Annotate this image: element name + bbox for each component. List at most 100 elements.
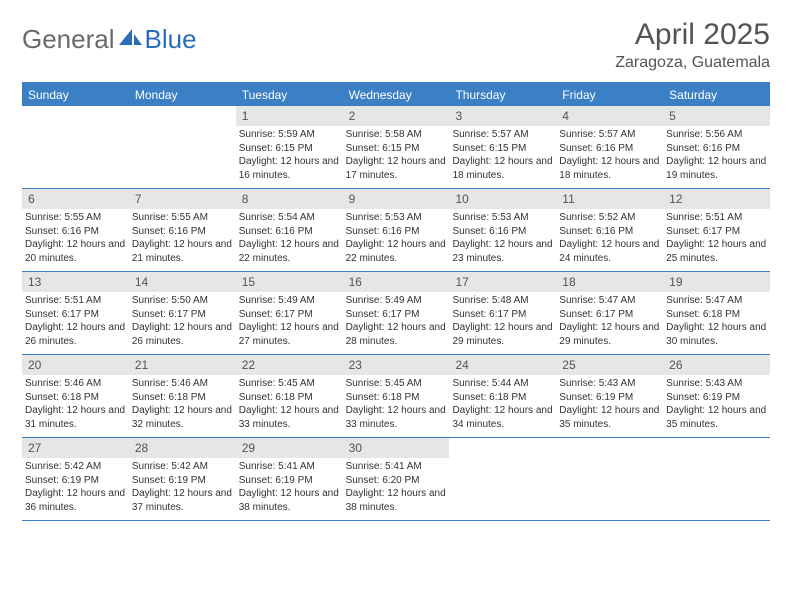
weekday-header: Thursday bbox=[449, 84, 556, 106]
weekday-header: Saturday bbox=[663, 84, 770, 106]
day-number: 22 bbox=[236, 355, 343, 375]
day-cell: 24Sunrise: 5:44 AMSunset: 6:18 PMDayligh… bbox=[449, 355, 556, 437]
daylight-text: Daylight: 12 hours and 31 minutes. bbox=[25, 404, 126, 431]
sunrise-text: Sunrise: 5:42 AM bbox=[132, 460, 233, 474]
daylight-text: Daylight: 12 hours and 29 minutes. bbox=[452, 321, 553, 348]
sunset-text: Sunset: 6:16 PM bbox=[239, 225, 340, 239]
sunrise-text: Sunrise: 5:55 AM bbox=[132, 211, 233, 225]
day-cell bbox=[129, 106, 236, 188]
logo-text-2: Blue bbox=[145, 24, 197, 55]
sunrise-text: Sunrise: 5:53 AM bbox=[452, 211, 553, 225]
day-body: Sunrise: 5:51 AMSunset: 6:17 PMDaylight:… bbox=[663, 209, 770, 269]
sunset-text: Sunset: 6:18 PM bbox=[239, 391, 340, 405]
sunset-text: Sunset: 6:18 PM bbox=[666, 308, 767, 322]
sunrise-text: Sunrise: 5:45 AM bbox=[239, 377, 340, 391]
daylight-text: Daylight: 12 hours and 29 minutes. bbox=[559, 321, 660, 348]
daylight-text: Daylight: 12 hours and 22 minutes. bbox=[239, 238, 340, 265]
day-cell: 9Sunrise: 5:53 AMSunset: 6:16 PMDaylight… bbox=[343, 189, 450, 271]
sunrise-text: Sunrise: 5:57 AM bbox=[559, 128, 660, 142]
day-number: 12 bbox=[663, 189, 770, 209]
sunset-text: Sunset: 6:19 PM bbox=[666, 391, 767, 405]
sunrise-text: Sunrise: 5:43 AM bbox=[559, 377, 660, 391]
day-cell: 2Sunrise: 5:58 AMSunset: 6:15 PMDaylight… bbox=[343, 106, 450, 188]
day-number: 27 bbox=[22, 438, 129, 458]
daylight-text: Daylight: 12 hours and 22 minutes. bbox=[346, 238, 447, 265]
daylight-text: Daylight: 12 hours and 23 minutes. bbox=[452, 238, 553, 265]
week-row: 20Sunrise: 5:46 AMSunset: 6:18 PMDayligh… bbox=[22, 355, 770, 438]
day-cell: 17Sunrise: 5:48 AMSunset: 6:17 PMDayligh… bbox=[449, 272, 556, 354]
day-number: 19 bbox=[663, 272, 770, 292]
sunrise-text: Sunrise: 5:45 AM bbox=[346, 377, 447, 391]
day-number: 10 bbox=[449, 189, 556, 209]
sunrise-text: Sunrise: 5:42 AM bbox=[25, 460, 126, 474]
sunset-text: Sunset: 6:18 PM bbox=[346, 391, 447, 405]
weekday-header: Wednesday bbox=[343, 84, 450, 106]
day-number: 8 bbox=[236, 189, 343, 209]
sunset-text: Sunset: 6:17 PM bbox=[132, 308, 233, 322]
day-cell: 27Sunrise: 5:42 AMSunset: 6:19 PMDayligh… bbox=[22, 438, 129, 520]
day-number: 13 bbox=[22, 272, 129, 292]
day-cell: 26Sunrise: 5:43 AMSunset: 6:19 PMDayligh… bbox=[663, 355, 770, 437]
header: General Blue April 2025 Zaragoza, Guatem… bbox=[22, 18, 770, 72]
day-body: Sunrise: 5:54 AMSunset: 6:16 PMDaylight:… bbox=[236, 209, 343, 269]
day-number: 5 bbox=[663, 106, 770, 126]
day-number: 7 bbox=[129, 189, 236, 209]
sunrise-text: Sunrise: 5:46 AM bbox=[132, 377, 233, 391]
sunset-text: Sunset: 6:18 PM bbox=[132, 391, 233, 405]
day-number: 4 bbox=[556, 106, 663, 126]
day-number: 14 bbox=[129, 272, 236, 292]
day-body: Sunrise: 5:50 AMSunset: 6:17 PMDaylight:… bbox=[129, 292, 236, 352]
daylight-text: Daylight: 12 hours and 32 minutes. bbox=[132, 404, 233, 431]
day-number: 9 bbox=[343, 189, 450, 209]
day-number: 11 bbox=[556, 189, 663, 209]
daylight-text: Daylight: 12 hours and 28 minutes. bbox=[346, 321, 447, 348]
sunset-text: Sunset: 6:17 PM bbox=[666, 225, 767, 239]
day-body: Sunrise: 5:53 AMSunset: 6:16 PMDaylight:… bbox=[449, 209, 556, 269]
day-cell: 20Sunrise: 5:46 AMSunset: 6:18 PMDayligh… bbox=[22, 355, 129, 437]
title-block: April 2025 Zaragoza, Guatemala bbox=[615, 18, 770, 72]
day-number: 21 bbox=[129, 355, 236, 375]
day-cell: 4Sunrise: 5:57 AMSunset: 6:16 PMDaylight… bbox=[556, 106, 663, 188]
day-body: Sunrise: 5:46 AMSunset: 6:18 PMDaylight:… bbox=[22, 375, 129, 435]
daylight-text: Daylight: 12 hours and 36 minutes. bbox=[25, 487, 126, 514]
day-body: Sunrise: 5:42 AMSunset: 6:19 PMDaylight:… bbox=[22, 458, 129, 518]
day-number: 29 bbox=[236, 438, 343, 458]
daylight-text: Daylight: 12 hours and 27 minutes. bbox=[239, 321, 340, 348]
daylight-text: Daylight: 12 hours and 33 minutes. bbox=[239, 404, 340, 431]
day-cell: 15Sunrise: 5:49 AMSunset: 6:17 PMDayligh… bbox=[236, 272, 343, 354]
day-body: Sunrise: 5:41 AMSunset: 6:20 PMDaylight:… bbox=[343, 458, 450, 518]
sunset-text: Sunset: 6:17 PM bbox=[239, 308, 340, 322]
sunset-text: Sunset: 6:17 PM bbox=[452, 308, 553, 322]
sunrise-text: Sunrise: 5:44 AM bbox=[452, 377, 553, 391]
day-cell bbox=[556, 438, 663, 520]
day-number bbox=[129, 106, 236, 126]
day-body: Sunrise: 5:43 AMSunset: 6:19 PMDaylight:… bbox=[663, 375, 770, 435]
day-body: Sunrise: 5:48 AMSunset: 6:17 PMDaylight:… bbox=[449, 292, 556, 352]
day-cell: 1Sunrise: 5:59 AMSunset: 6:15 PMDaylight… bbox=[236, 106, 343, 188]
day-cell: 23Sunrise: 5:45 AMSunset: 6:18 PMDayligh… bbox=[343, 355, 450, 437]
day-number: 6 bbox=[22, 189, 129, 209]
day-body: Sunrise: 5:57 AMSunset: 6:15 PMDaylight:… bbox=[449, 126, 556, 186]
weekday-header: Tuesday bbox=[236, 84, 343, 106]
week-row: 6Sunrise: 5:55 AMSunset: 6:16 PMDaylight… bbox=[22, 189, 770, 272]
day-cell: 7Sunrise: 5:55 AMSunset: 6:16 PMDaylight… bbox=[129, 189, 236, 271]
sunset-text: Sunset: 6:17 PM bbox=[25, 308, 126, 322]
daylight-text: Daylight: 12 hours and 30 minutes. bbox=[666, 321, 767, 348]
day-cell: 28Sunrise: 5:42 AMSunset: 6:19 PMDayligh… bbox=[129, 438, 236, 520]
sunset-text: Sunset: 6:16 PM bbox=[132, 225, 233, 239]
day-body: Sunrise: 5:41 AMSunset: 6:19 PMDaylight:… bbox=[236, 458, 343, 518]
daylight-text: Daylight: 12 hours and 26 minutes. bbox=[25, 321, 126, 348]
day-number: 1 bbox=[236, 106, 343, 126]
sunrise-text: Sunrise: 5:43 AM bbox=[666, 377, 767, 391]
daylight-text: Daylight: 12 hours and 25 minutes. bbox=[666, 238, 767, 265]
daylight-text: Daylight: 12 hours and 26 minutes. bbox=[132, 321, 233, 348]
day-cell: 5Sunrise: 5:56 AMSunset: 6:16 PMDaylight… bbox=[663, 106, 770, 188]
sunrise-text: Sunrise: 5:49 AM bbox=[346, 294, 447, 308]
day-body: Sunrise: 5:49 AMSunset: 6:17 PMDaylight:… bbox=[236, 292, 343, 352]
calendar: Sunday Monday Tuesday Wednesday Thursday… bbox=[22, 82, 770, 521]
logo-sail-icon bbox=[119, 27, 143, 52]
day-cell: 14Sunrise: 5:50 AMSunset: 6:17 PMDayligh… bbox=[129, 272, 236, 354]
day-cell: 30Sunrise: 5:41 AMSunset: 6:20 PMDayligh… bbox=[343, 438, 450, 520]
sunrise-text: Sunrise: 5:50 AM bbox=[132, 294, 233, 308]
sunset-text: Sunset: 6:16 PM bbox=[346, 225, 447, 239]
